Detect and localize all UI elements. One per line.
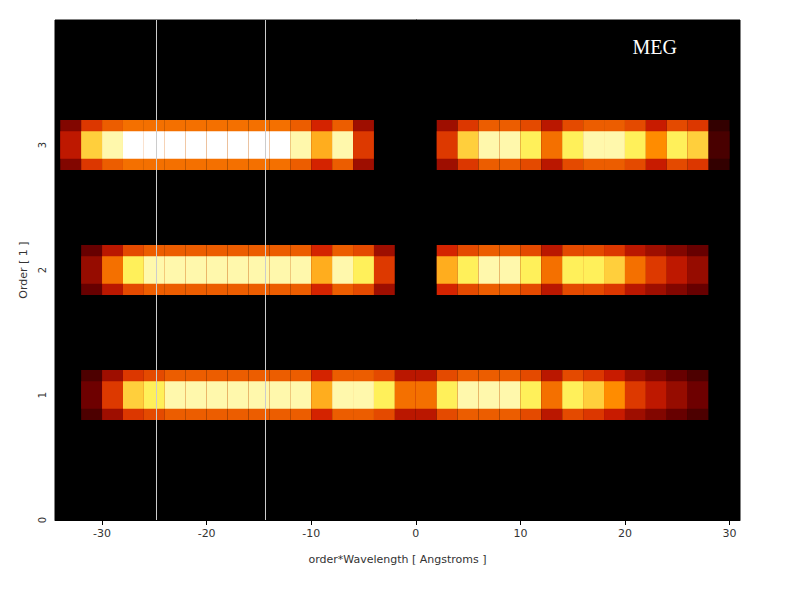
svg-text:1: 1 (37, 392, 48, 398)
svg-text:-30: -30 (93, 527, 111, 540)
svg-text:-10: -10 (302, 527, 320, 540)
svg-text:0: 0 (412, 527, 419, 540)
svg-text:MEG: MEG (633, 36, 677, 58)
svg-text:-20: -20 (198, 527, 216, 540)
svg-text:30: 30 (723, 527, 737, 540)
svg-text:10: 10 (513, 527, 527, 540)
svg-text:3: 3 (37, 142, 48, 148)
svg-text:order*Wavelength [ Angstroms ]: order*Wavelength [ Angstroms ] (308, 553, 486, 566)
svg-text:0: 0 (37, 517, 48, 523)
svg-text:2: 2 (37, 267, 48, 273)
svg-text:Order [ 1 ]: Order [ 1 ] (17, 241, 30, 298)
svg-text:20: 20 (618, 527, 632, 540)
